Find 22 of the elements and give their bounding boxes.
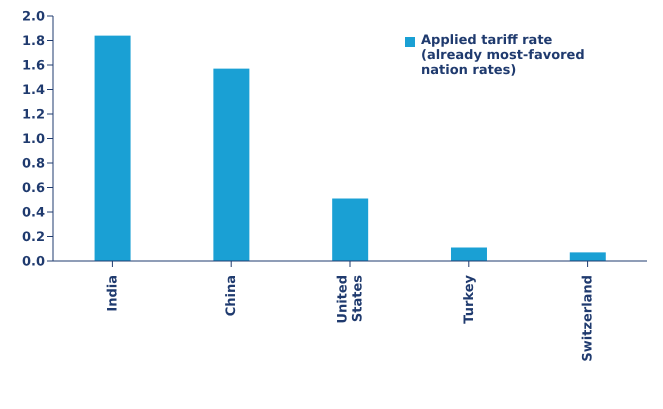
y-tick-label: 1.0 — [22, 132, 45, 148]
bar — [570, 252, 606, 261]
y-tick-label: 1.4 — [22, 83, 45, 98]
y-tick-label: 0.8 — [22, 156, 45, 172]
bar — [213, 68, 250, 261]
y-tick-label: 0.6 — [22, 181, 45, 196]
x-tick-label: China — [224, 275, 240, 316]
bar — [450, 248, 487, 261]
x-tick-label: India — [105, 275, 120, 312]
x-tick-label: Turkey — [462, 274, 477, 324]
y-tick-label: 1.8 — [22, 34, 45, 50]
y-tick-label: 0.0 — [22, 254, 45, 270]
bar — [332, 198, 368, 261]
y-tick-label: 2.0 — [22, 10, 45, 25]
legend-label: Applied tariff rate (already most-favored nation rates) — [421, 33, 586, 78]
bar — [94, 36, 131, 261]
x-tick-label: Switzerland — [580, 275, 596, 362]
y-tick-label: 0.4 — [22, 206, 45, 221]
y-tick-label: 1.6 — [22, 58, 45, 74]
x-tick-label: United States — [336, 274, 366, 324]
y-tick-label: 0.2 — [22, 230, 45, 246]
y-tick-label: 1.2 — [22, 108, 45, 123]
